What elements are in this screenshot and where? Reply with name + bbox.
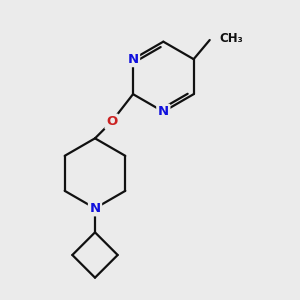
Text: O: O [106,115,117,128]
Text: CH₃: CH₃ [219,32,243,45]
Text: N: N [128,53,139,66]
Text: N: N [89,202,100,215]
Text: N: N [158,105,169,118]
